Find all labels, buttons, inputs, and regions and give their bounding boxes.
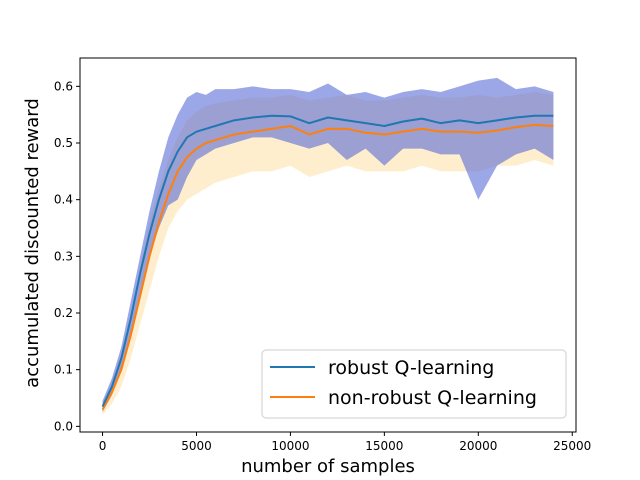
x-axis-title: number of samples xyxy=(241,456,415,477)
y-tick-label: 0.4 xyxy=(54,193,73,207)
band-series-1 xyxy=(102,92,554,415)
x-tick-label: 25000 xyxy=(553,439,591,453)
x-tick-label: 15000 xyxy=(365,439,403,453)
y-tick-label: 0.5 xyxy=(54,136,73,150)
y-axis-ticks: 0.0 0.1 0.2 0.3 0.4 0.5 0.6 xyxy=(54,79,80,433)
y-tick-label: 0.3 xyxy=(54,249,73,263)
y-tick-label: 0.6 xyxy=(54,79,73,93)
y-tick-label: 0.1 xyxy=(54,363,73,377)
x-axis-ticks: 0 5000 10000 15000 20000 25000 xyxy=(99,432,591,453)
x-tick-label: 10000 xyxy=(271,439,309,453)
y-tick-label: 0.0 xyxy=(54,419,73,433)
y-axis-title: accumulated discounted reward xyxy=(22,98,43,388)
plot-frame xyxy=(79,57,577,433)
y-tick-label: 0.2 xyxy=(54,306,73,320)
legend-label-robust: robust Q-learning xyxy=(328,357,494,379)
line-series-1 xyxy=(101,123,554,410)
legend-box xyxy=(261,349,567,419)
confidence-bands xyxy=(102,77,554,415)
legend-label-non-robust: non-robust Q-learning xyxy=(328,387,537,409)
line-series-0 xyxy=(101,114,554,407)
x-tick-label: 5000 xyxy=(181,439,212,453)
band-series-0 xyxy=(102,77,554,413)
x-tick-label: 20000 xyxy=(459,439,497,453)
legend: robust Q-learning non-robust Q-learning xyxy=(261,349,567,419)
series-lines xyxy=(101,114,554,410)
x-tick-label: 0 xyxy=(99,439,107,453)
